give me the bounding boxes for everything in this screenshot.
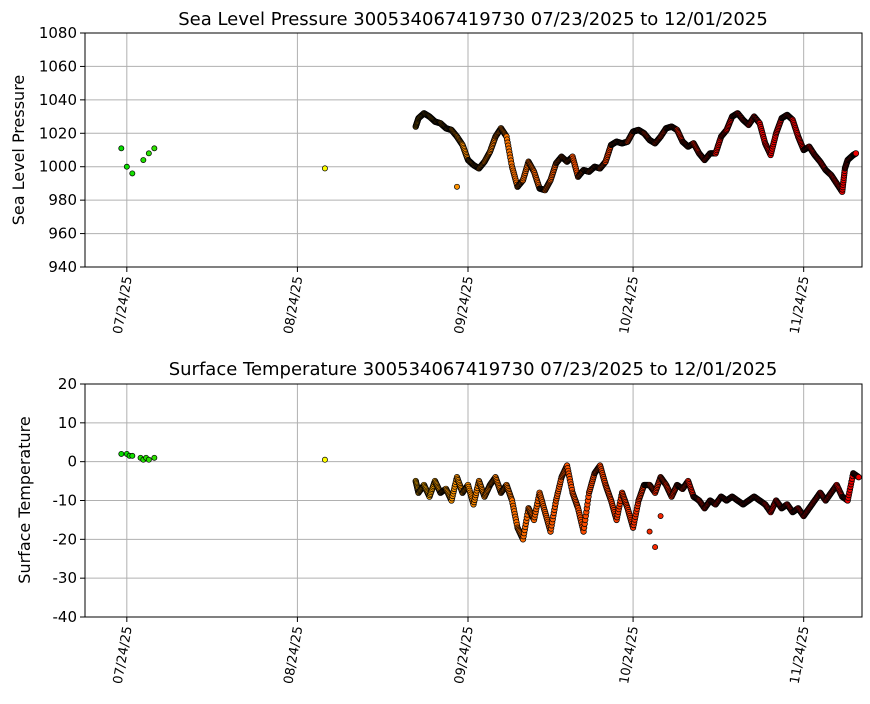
pressure-y-tick-label: 1000 [39,158,77,176]
pressure-data-point [123,163,130,170]
pressure-chart-title: Sea Level Pressure 300534067419730 07/23… [178,9,768,30]
temperature-y-tick-label: -30 [53,569,78,587]
pressure-data-point [454,183,460,190]
temperature-y-tick-label: -40 [53,608,78,626]
temperature-trace-point [855,474,862,481]
temperature-y-axis-label: Surface Temperature [15,416,34,583]
pressure-y-ticks: 940 960 980 1000 1020 1040 1060 1080 [39,24,85,276]
pressure-y-tick-label: 1040 [39,91,77,109]
temperature-y-ticks: -40 -30 -20 -10 0 10 20 [53,375,85,626]
pressure-data-point [129,170,136,177]
pressure-data-point [145,150,152,157]
pressure-data-point [321,165,328,172]
temperature-data-point [145,456,152,463]
temperature-y-tick-label: 10 [58,414,77,432]
pressure-points [118,110,860,195]
pressure-y-tick-label: 1020 [39,124,77,142]
temperature-y-tick-label: -10 [53,492,78,510]
pressure-y-tick-label: 940 [48,258,77,276]
pressure-y-axis-label: Sea Level Pressure [9,75,28,226]
pressure-y-tick-label: 980 [48,191,77,209]
temperature-y-tick-label: -20 [53,530,78,548]
temperature-y-tick-label: 0 [67,453,77,471]
pressure-trace-point [852,150,860,157]
temperature-chart: Surface Temperature 300534067419730 07/2… [15,359,863,685]
temperature-chart-title: Surface Temperature 300534067419730 07/2… [169,359,778,380]
pressure-data-point [140,157,147,163]
pressure-data-point [118,145,125,152]
pressure-chart: Sea Level Pressure 300534067419730 07/23… [9,9,863,335]
pressure-y-tick-label: 960 [48,225,77,243]
temperature-y-tick-label: 20 [58,375,77,393]
pressure-data-point [151,145,158,152]
pressure-plot-frame [84,32,863,268]
temperature-data-point [646,528,653,535]
temperature-data-point [129,452,136,459]
temperature-data-point [321,456,328,463]
temperature-data-point [652,544,659,551]
temperature-data-point [657,513,664,519]
pressure-y-tick-label: 1060 [39,57,77,75]
temperature-data-point [151,454,158,461]
temperature-points [118,450,862,551]
temperature-data-point [118,450,125,457]
pressure-y-tick-label: 1080 [39,24,77,42]
